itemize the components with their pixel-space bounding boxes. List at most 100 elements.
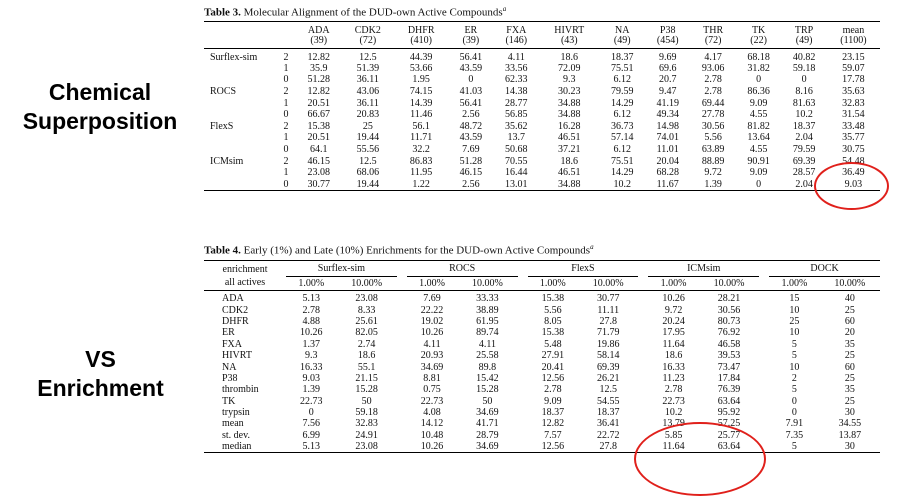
table4-group-gap: [518, 419, 528, 430]
table4-group-gap: [396, 276, 407, 291]
table4-value-cell: 54.55: [596, 395, 620, 407]
table4-row: trypsin 0 59.18 4.08 34.69 18.37 18.37 10.2 95.9…: [204, 407, 880, 418]
table3-value-cell: 75.51: [611, 62, 634, 74]
table4-value-cell: 20.24: [662, 315, 685, 327]
table4-group-header: DOCK: [769, 260, 880, 277]
table4-group-gap: [638, 328, 648, 339]
table4-value-cell: 9.3: [305, 350, 318, 362]
table4-value-cell: 5: [791, 441, 797, 453]
table3-value-cell: 2.56: [462, 178, 480, 190]
table3-corner-cell: [276, 22, 296, 36]
table3-value-cell: 20.51: [307, 97, 330, 109]
table4-value-cell: 30.56: [717, 304, 741, 316]
table4-group-gap: [638, 385, 648, 396]
table3-value-cell: 23.15: [842, 51, 865, 63]
table4-target-cell: P38: [222, 372, 238, 384]
table4-value-cell: 34.69: [476, 407, 499, 419]
table4-value-cell: 0: [308, 407, 314, 419]
table3-column-count: (22): [735, 35, 782, 49]
table4-target-cell: DHFR: [222, 315, 249, 327]
table4-value-cell: 6.99: [302, 429, 321, 441]
table4-group-gap: [397, 261, 407, 277]
table3-value-cell: 13.64: [747, 132, 770, 144]
table3-value-cell: 30.23: [558, 86, 581, 98]
table3-value-cell: 90.91: [747, 155, 770, 167]
table4-group-gap: [638, 396, 648, 407]
table4-target-cell: HIVRT: [222, 350, 252, 362]
table4-group-gap: [759, 261, 769, 277]
table3-value-cell: 1.22: [412, 178, 430, 190]
table3-value-cell: 44.39: [409, 51, 433, 63]
table4-value-cell: 34.69: [476, 441, 499, 453]
table3-value-cell: 70.55: [505, 155, 528, 167]
table4-value-cell: 11.11: [597, 304, 620, 316]
table4-value-cell: 2.74: [357, 338, 376, 350]
table4-value-cell: 16.33: [300, 361, 323, 373]
table4-group-gap: [759, 419, 769, 430]
table4-group-gap: [518, 385, 528, 396]
table4-subcol-row: all actives 1.00% 10.00% 1.00% 10.00% 1.00% 10…: [204, 276, 880, 291]
table4-value-cell: 60: [844, 361, 855, 373]
table3-value-cell: 9.09: [749, 97, 768, 109]
table4-value-cell: 30.77: [596, 293, 620, 305]
table4-group-gap: [518, 396, 528, 407]
table3-value-cell: 69.6: [658, 62, 677, 74]
table4-subcol-header: 10.00%: [336, 276, 397, 291]
table3-value-cell: 16.28: [558, 120, 581, 132]
table4-value-cell: 73.47: [717, 361, 741, 373]
table3-column-header: THR: [703, 24, 724, 36]
table3-value-cell: 12.82: [307, 51, 330, 63]
table3-value-cell: 36.73: [611, 120, 634, 132]
table4-value-cell: 21.15: [355, 372, 378, 384]
table3-value-cell: 0: [468, 74, 474, 86]
table4-value-cell: 9.03: [302, 372, 321, 384]
table3-method-cell: ICMsim: [210, 155, 244, 167]
table3-value-cell: 11.67: [656, 178, 679, 190]
table3-row: FlexS 2 15.38 25 56.1 48.72 35.62 16.28 36.73 14.…: [204, 121, 880, 133]
table4-row: DHFR 4.88 25.61 19.02 61.95 8.05 27.8 20.24 80.7…: [204, 316, 880, 327]
table3-value-cell: 46.51: [558, 132, 581, 144]
table4-target-cell: st. dev.: [222, 429, 250, 441]
table4-value-cell: 0: [791, 407, 797, 419]
table4-target-cell: trypsin: [222, 407, 250, 419]
table4-value-cell: 1.37: [302, 338, 321, 350]
table3-value-cell: 20.83: [356, 109, 380, 121]
table4-value-cell: 35: [844, 384, 855, 396]
table4-group-gap: [397, 291, 407, 305]
table3-method-cell: [204, 75, 276, 87]
table4-value-cell: 2.78: [302, 304, 321, 316]
table4-caption-number: Table 4.: [204, 244, 241, 257]
table4-group-gap: [759, 385, 769, 396]
table4-value-cell: 7.69: [423, 293, 441, 305]
table4-subcol-header: 10.00%: [578, 276, 639, 291]
table4-group-header: FlexS: [527, 260, 639, 277]
table3-row: 1 20.51 36.11 14.39 56.41 28.77 34.88 14.29 41.1…: [204, 98, 880, 110]
table4-value-cell: 5: [791, 350, 797, 362]
table3-value-cell: 1.39: [704, 178, 722, 190]
table4-group-gap: [638, 430, 648, 441]
label-line: Superposition: [22, 107, 178, 134]
table3-value-cell: 68.28: [656, 167, 679, 179]
table3-column-count: (72): [341, 35, 395, 49]
table3-column-count: (1100): [826, 35, 880, 49]
table3-value-cell: 11.71: [410, 132, 433, 144]
table3-column-header: P38: [659, 24, 676, 36]
table3-column-header: TK: [751, 24, 766, 36]
table4-group-gap: [397, 373, 407, 384]
table4-group-gap: [638, 291, 648, 305]
table3-level-cell: 1: [283, 62, 289, 74]
table3-value-cell: 68.18: [747, 51, 770, 63]
table4-value-cell: 35: [844, 338, 855, 350]
table4-value-cell: 20.93: [420, 350, 444, 362]
table3-column-header: HIVRT: [554, 24, 585, 36]
table3-value-cell: 57.14: [611, 132, 634, 144]
table4-value-cell: 13.79: [662, 418, 685, 430]
table4-value-cell: 15.38: [541, 327, 565, 339]
table4-group-gap: [638, 442, 648, 453]
table3-method-cell: [204, 133, 276, 145]
table3-value-cell: 2.04: [795, 178, 813, 190]
table3-value-cell: 9.03: [844, 178, 863, 190]
table4-value-cell: 2.78: [664, 384, 683, 396]
table3-column-count: (72): [690, 35, 736, 49]
table4-group-row: enrichment Surflex-sim ROCS FlexS ICMsim DOCK: [204, 260, 880, 277]
